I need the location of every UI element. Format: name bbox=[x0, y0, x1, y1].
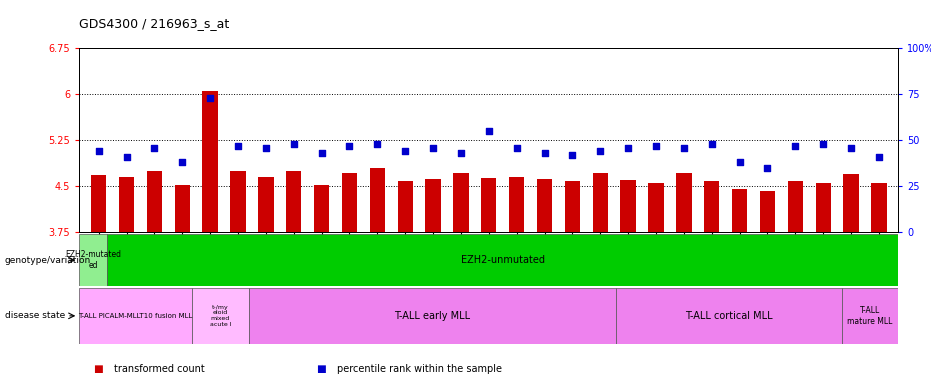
Bar bbox=[91, 175, 106, 232]
Bar bbox=[732, 189, 748, 232]
Point bbox=[398, 148, 412, 154]
Bar bbox=[620, 180, 636, 232]
Point bbox=[732, 159, 747, 166]
Bar bbox=[453, 173, 468, 232]
Text: T-ALL PICALM-MLLT10 fusion MLL: T-ALL PICALM-MLLT10 fusion MLL bbox=[78, 313, 193, 319]
Bar bbox=[175, 185, 190, 232]
Bar bbox=[481, 178, 496, 232]
Point bbox=[203, 95, 218, 101]
Point bbox=[259, 144, 274, 151]
Point bbox=[649, 142, 664, 149]
Bar bbox=[592, 173, 608, 232]
Point bbox=[537, 150, 552, 156]
Bar bbox=[842, 288, 898, 344]
Bar bbox=[147, 171, 162, 232]
Bar bbox=[509, 177, 524, 232]
Text: t-/my
eloid
mixed
acute l: t-/my eloid mixed acute l bbox=[209, 305, 231, 327]
Bar bbox=[565, 181, 580, 232]
Bar bbox=[648, 183, 664, 232]
Bar bbox=[230, 171, 246, 232]
Point bbox=[453, 150, 468, 156]
Point bbox=[677, 144, 692, 151]
Bar bbox=[258, 177, 274, 232]
Bar bbox=[704, 181, 720, 232]
Point bbox=[788, 142, 803, 149]
Point bbox=[816, 141, 830, 147]
Bar bbox=[760, 191, 776, 232]
Text: T-ALL cortical MLL: T-ALL cortical MLL bbox=[685, 311, 773, 321]
Point bbox=[286, 141, 301, 147]
Point bbox=[147, 144, 162, 151]
Text: EZH2-unmutated: EZH2-unmutated bbox=[461, 255, 545, 265]
Point bbox=[91, 148, 106, 154]
Bar bbox=[843, 174, 858, 232]
Bar bbox=[342, 173, 358, 232]
Point bbox=[593, 148, 608, 154]
Point bbox=[314, 150, 329, 156]
Point bbox=[425, 144, 440, 151]
Bar bbox=[79, 234, 107, 286]
Text: transformed count: transformed count bbox=[114, 364, 204, 374]
Bar bbox=[370, 168, 385, 232]
Point bbox=[342, 142, 357, 149]
Bar bbox=[202, 91, 218, 232]
Text: disease state: disease state bbox=[5, 311, 65, 320]
Bar bbox=[314, 185, 330, 232]
Bar bbox=[192, 288, 249, 344]
Bar bbox=[676, 173, 692, 232]
Bar bbox=[119, 177, 134, 232]
Bar bbox=[616, 288, 842, 344]
Bar bbox=[816, 182, 830, 232]
Bar bbox=[537, 179, 552, 232]
Point bbox=[119, 154, 134, 160]
Point bbox=[621, 144, 636, 151]
Text: percentile rank within the sample: percentile rank within the sample bbox=[337, 364, 502, 374]
Text: T-ALL
mature MLL: T-ALL mature MLL bbox=[847, 306, 893, 326]
Point bbox=[231, 142, 246, 149]
Text: genotype/variation: genotype/variation bbox=[5, 256, 91, 265]
Text: T-ALL early MLL: T-ALL early MLL bbox=[394, 311, 470, 321]
Text: ■: ■ bbox=[317, 364, 326, 374]
Point bbox=[760, 165, 775, 171]
Point bbox=[370, 141, 385, 147]
Point bbox=[481, 128, 496, 134]
Bar bbox=[286, 171, 302, 232]
Bar bbox=[249, 288, 616, 344]
Bar bbox=[425, 179, 440, 232]
Point bbox=[509, 144, 524, 151]
Text: EZH2-mutated
ed: EZH2-mutated ed bbox=[65, 250, 121, 270]
Point bbox=[843, 144, 858, 151]
Point bbox=[871, 154, 886, 160]
Bar bbox=[788, 181, 803, 232]
Point bbox=[175, 159, 190, 166]
Bar bbox=[871, 183, 886, 232]
Text: GDS4300 / 216963_s_at: GDS4300 / 216963_s_at bbox=[79, 17, 229, 30]
Text: ■: ■ bbox=[93, 364, 102, 374]
Bar bbox=[79, 288, 192, 344]
Point bbox=[565, 152, 580, 158]
Bar bbox=[398, 181, 412, 232]
Point bbox=[704, 141, 719, 147]
